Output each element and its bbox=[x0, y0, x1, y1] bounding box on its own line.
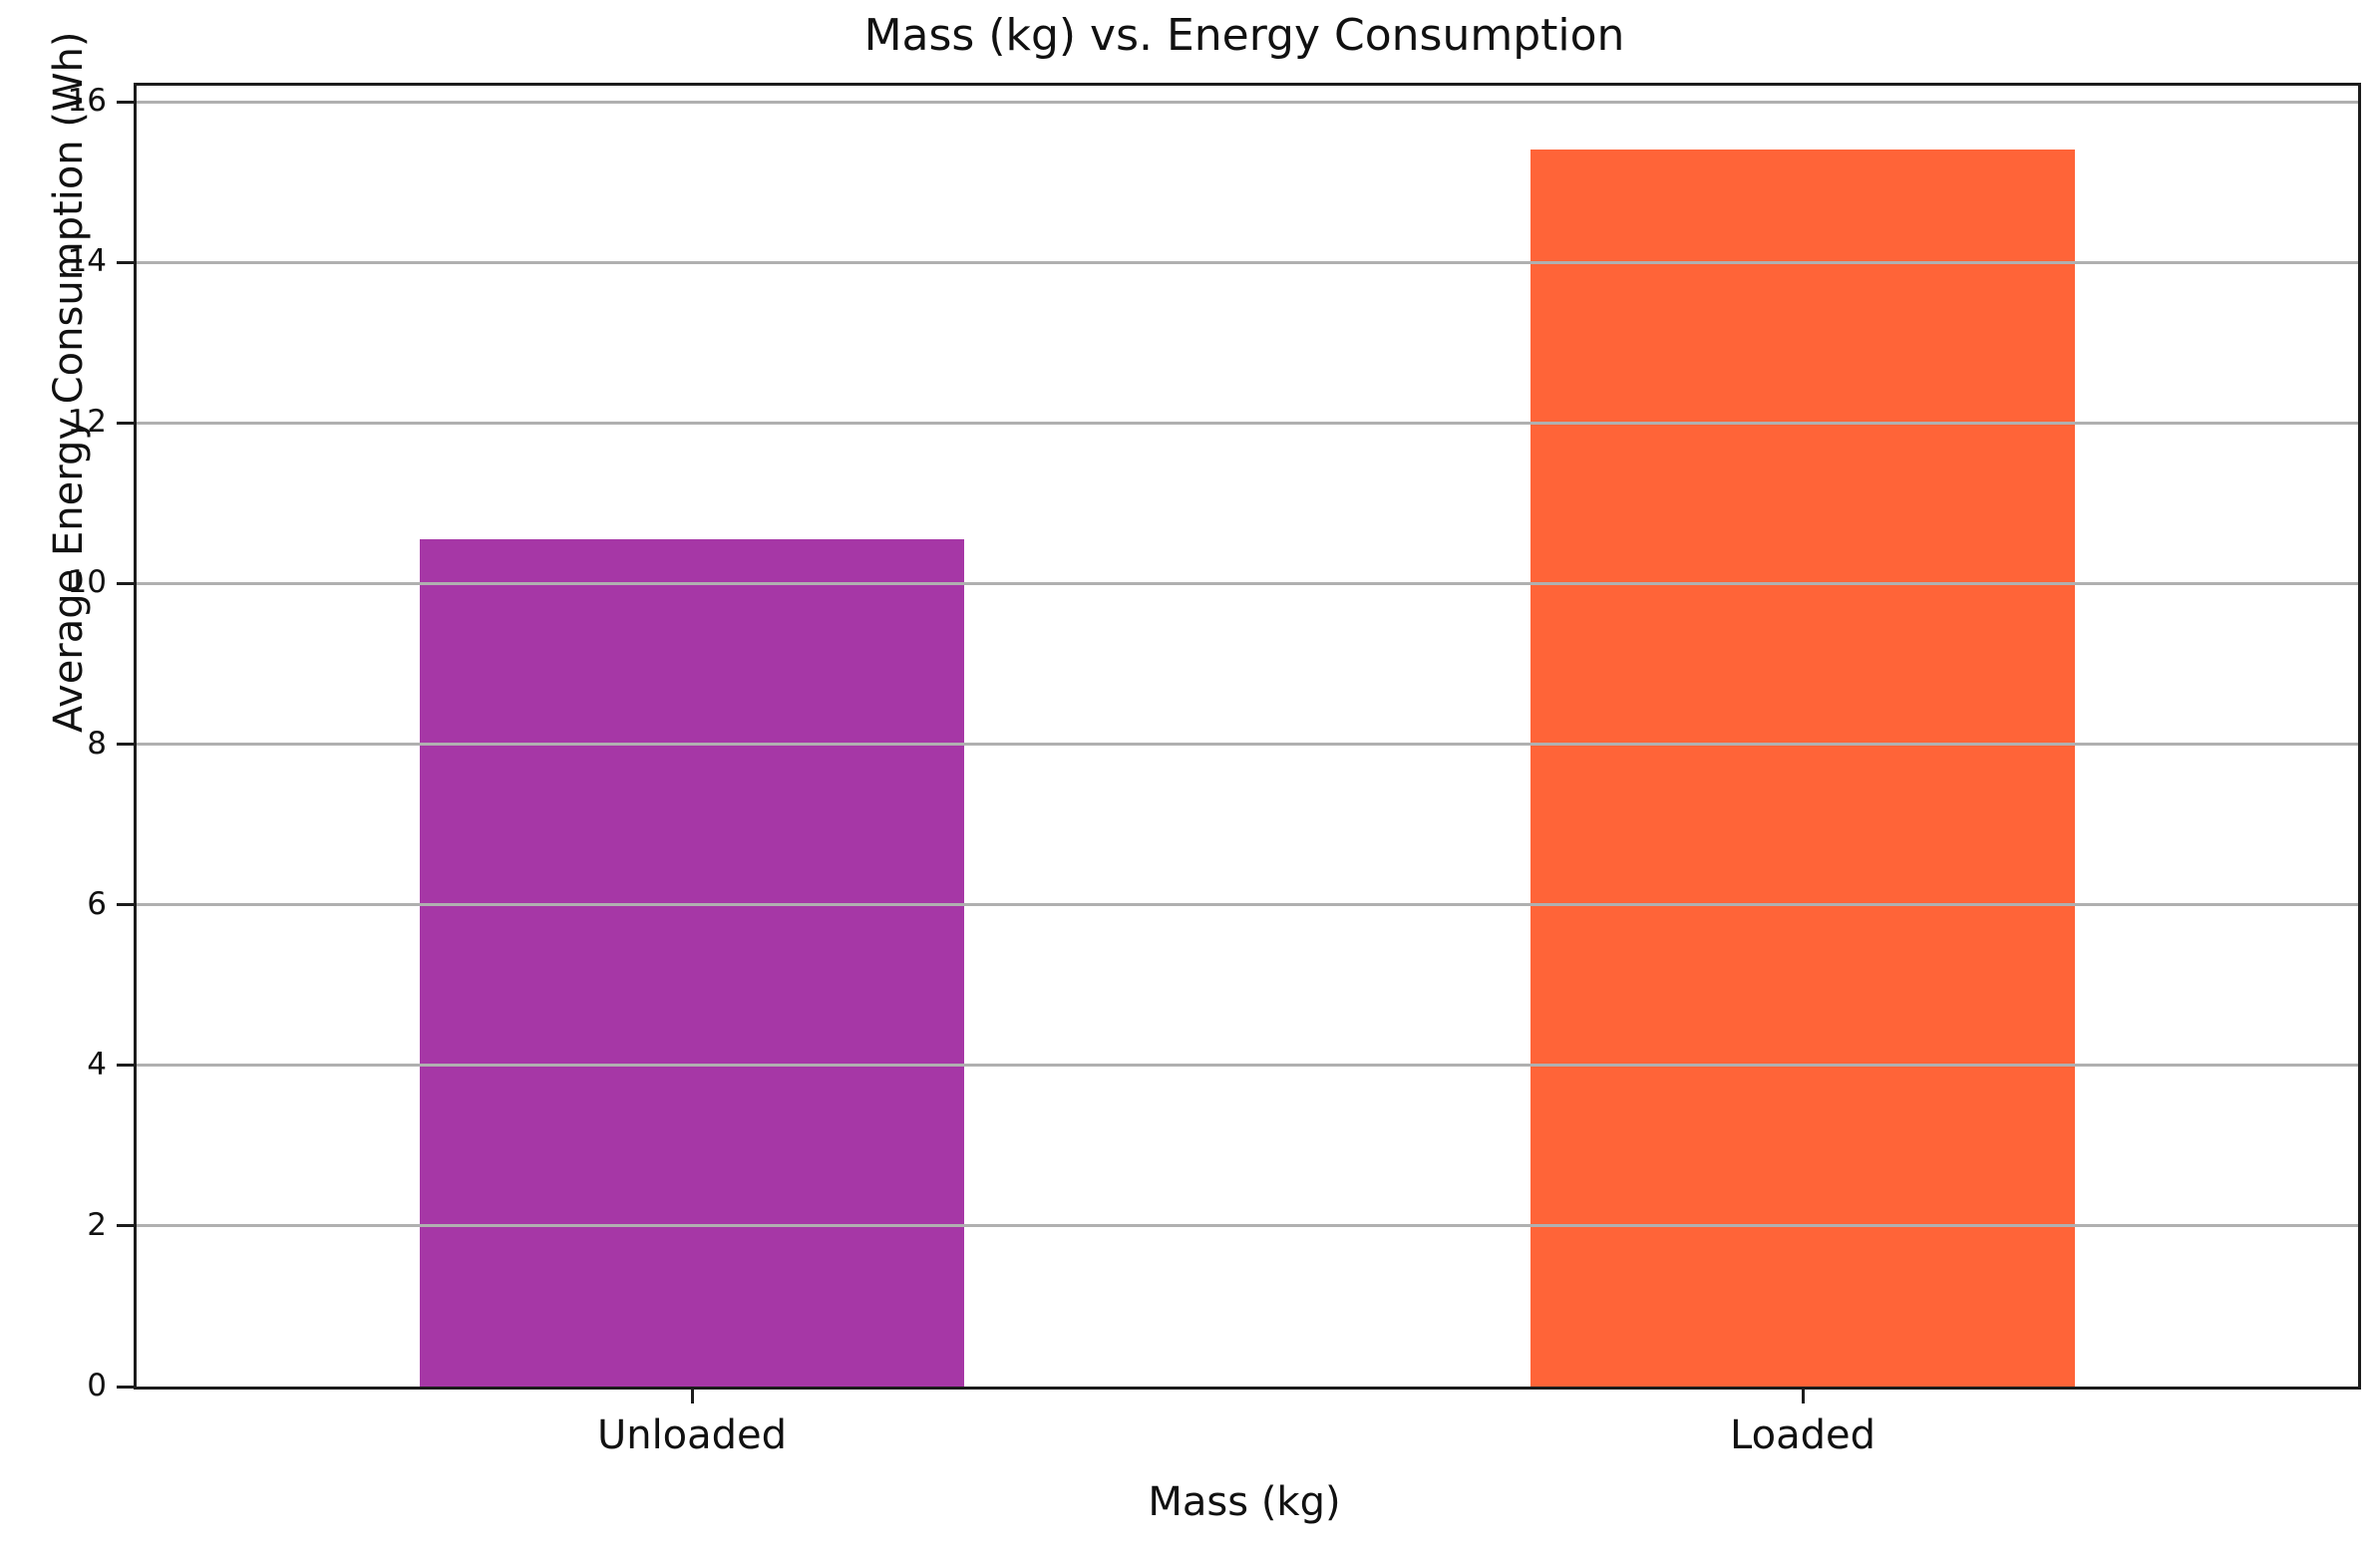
gridline-y-6 bbox=[137, 903, 2358, 907]
gridline-y-12 bbox=[137, 421, 2358, 425]
x-tick-label-unloaded: Unloaded bbox=[596, 1412, 788, 1458]
bar-unloaded bbox=[420, 539, 964, 1387]
gridline-y-4 bbox=[137, 1064, 2358, 1068]
y-tick-mark-8 bbox=[117, 743, 134, 747]
y-tick-label-14: 14 bbox=[67, 243, 107, 280]
y-tick-mark-4 bbox=[117, 1064, 134, 1068]
y-tick-label-4: 4 bbox=[87, 1046, 107, 1083]
y-tick-mark-0 bbox=[117, 1385, 134, 1389]
y-tick-label-16: 16 bbox=[67, 83, 107, 120]
y-tick-mark-6 bbox=[117, 903, 134, 907]
y-tick-label-6: 6 bbox=[87, 885, 107, 922]
gridline-y-14 bbox=[137, 260, 2358, 264]
y-tick-label-0: 0 bbox=[87, 1368, 107, 1403]
y-axis-label-text: Average Energy Consumption (Wh) bbox=[46, 31, 92, 733]
y-tick-label-12: 12 bbox=[67, 404, 107, 441]
gridline-y-10 bbox=[137, 581, 2358, 585]
x-axis-label: Mass (kg) bbox=[1148, 1479, 1341, 1525]
chart-title: Mass (kg) vs. Energy Consumption bbox=[863, 10, 1625, 61]
y-tick-mark-2 bbox=[117, 1224, 134, 1228]
x-tick-mark-unloaded bbox=[690, 1387, 694, 1403]
y-tick-label-10: 10 bbox=[67, 564, 107, 601]
gridline-y-8 bbox=[137, 743, 2358, 747]
y-tick-mark-14 bbox=[117, 260, 134, 264]
gridline-y-2 bbox=[137, 1224, 2358, 1228]
y-tick-label-8: 8 bbox=[87, 725, 107, 762]
y-tick-mark-16 bbox=[117, 100, 134, 104]
gridline-y-16 bbox=[137, 100, 2358, 104]
x-tick-mark-loaded bbox=[1801, 1387, 1805, 1403]
plot-area: 0 2 4 6 8 10 12 14 16 Unloaded Loaded bbox=[68, 83, 2361, 1458]
bar-loaded bbox=[1530, 150, 2075, 1387]
y-tick-mark-10 bbox=[117, 581, 134, 585]
y-tick-label-2: 2 bbox=[87, 1206, 107, 1243]
x-tick-label-loaded: Loaded bbox=[1730, 1412, 1875, 1458]
y-tick-mark-12 bbox=[117, 421, 134, 425]
